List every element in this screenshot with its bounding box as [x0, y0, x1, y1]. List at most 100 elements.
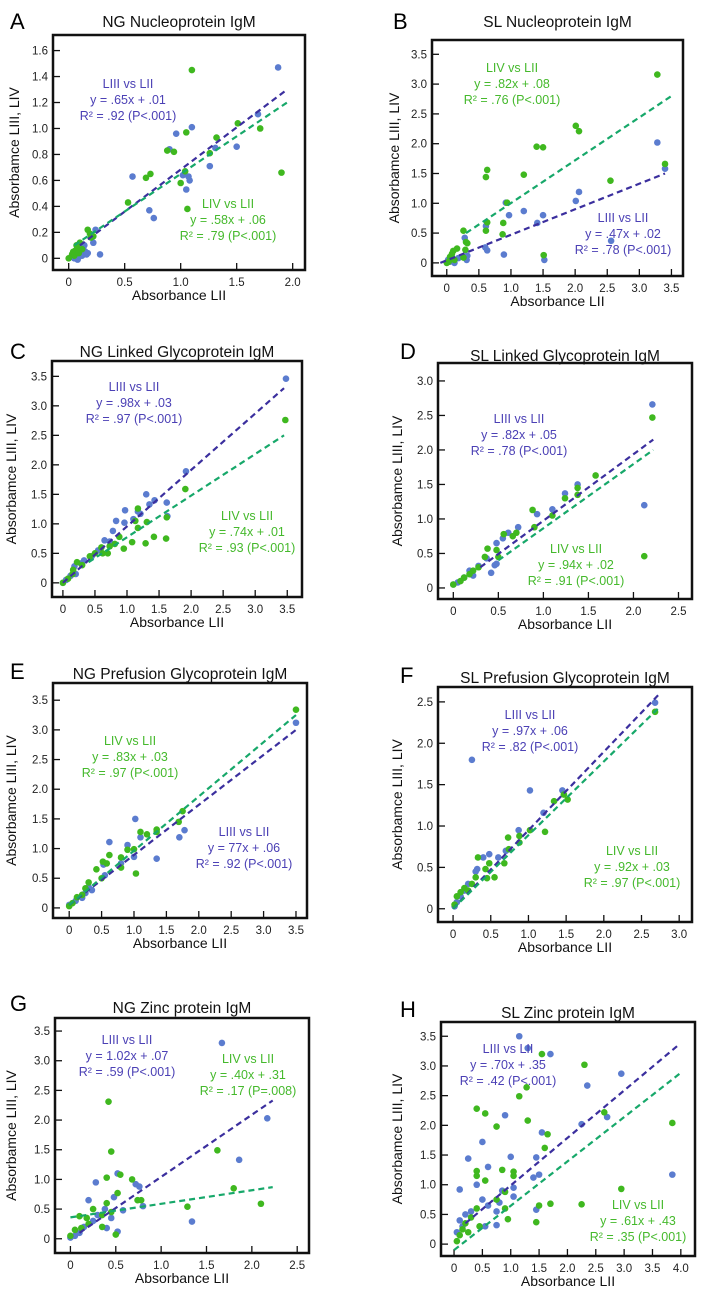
liii-data-point: [547, 1050, 554, 1058]
y-tick-label: 3.5: [420, 1031, 436, 1043]
liv-data-point: [120, 545, 128, 552]
liii-regression-annotation: y = 77x + .06: [208, 841, 280, 855]
liv-data-point: [481, 553, 489, 561]
liii-regression-annotation: y = .82x + .05: [481, 428, 557, 442]
x-tick-label: 2.5: [223, 925, 239, 937]
liii-data-point: [85, 1196, 92, 1204]
y-tick-label: 2.0: [411, 139, 427, 151]
liii-data-point: [484, 1163, 492, 1171]
liii-data-point: [218, 1039, 226, 1047]
liii-data-point: [233, 143, 240, 150]
liv-data-point: [473, 1167, 481, 1175]
liii-data-point: [90, 239, 97, 247]
x-tick-label: 1.5: [531, 1263, 547, 1275]
plot-frame: [51, 33, 307, 272]
liii-data-point: [539, 211, 547, 219]
y-tick-label: 1.5: [34, 1145, 50, 1157]
liii-regression-annotation: LIII vs LII: [598, 211, 649, 225]
liv-data-point: [482, 173, 490, 181]
liii-regression-annotation: R² = .92 (P<.001): [80, 109, 177, 123]
y-tick-label: 1.0: [417, 821, 433, 833]
liv-fit-line: [87, 434, 285, 564]
liii-data-point: [188, 123, 196, 131]
liv-data-point: [535, 1202, 543, 1209]
liii-data-point: [146, 206, 153, 214]
liv-data-point: [103, 1199, 111, 1207]
chart-title: SL Nucleoprotein IgM: [483, 14, 631, 31]
liv-data-point: [137, 1196, 145, 1204]
x-tick-label: 1.0: [153, 1260, 169, 1272]
liv-data-point: [106, 851, 113, 859]
liii-data-point: [109, 527, 117, 535]
liii-data-point: [549, 505, 556, 513]
liv-regression-annotation: y = .83x + .03: [92, 750, 168, 764]
liii-regression-annotation: y = .47x + .02: [585, 227, 661, 241]
liii-data-point: [526, 787, 534, 794]
liv-data-point: [550, 797, 558, 805]
liii-data-point: [186, 177, 193, 184]
liv-data-point: [544, 1130, 551, 1138]
liii-data-point: [121, 519, 128, 526]
liv-data-point: [177, 179, 184, 187]
liv-data-point: [501, 859, 508, 867]
liii-data-point: [172, 130, 180, 137]
liv-data-point: [532, 1218, 540, 1226]
liii-data-point: [124, 841, 131, 849]
x-tick-label: 3.0: [631, 283, 647, 295]
liii-data-point: [206, 162, 214, 170]
liv-data-point: [473, 1172, 481, 1180]
liv-data-point: [147, 170, 154, 178]
y-tick-label: 0.5: [417, 548, 433, 560]
liii-data-point: [493, 1208, 500, 1215]
y-tick-label: 0.5: [31, 548, 47, 560]
x-tick-label: 3.5: [288, 925, 304, 937]
liii-data-point: [181, 826, 188, 834]
y-tick-label: 2.5: [411, 109, 427, 121]
liv-data-point: [575, 127, 583, 135]
liii-data-point: [136, 1183, 143, 1190]
x-tick-label: 0.5: [94, 925, 110, 937]
liv-data-point: [499, 219, 507, 227]
panel-letter: E: [10, 659, 25, 684]
liii-data-point: [514, 523, 522, 531]
liii-data-point: [500, 251, 508, 258]
x-axis-label: Absorbance LII: [518, 616, 612, 632]
liv-data-point: [541, 1144, 549, 1152]
liii-data-point: [524, 1044, 532, 1052]
liii-data-point: [101, 537, 108, 544]
y-tick-label: 1.2: [32, 98, 48, 110]
liv-data-point: [143, 831, 151, 838]
y-tick-label: 2.0: [417, 445, 433, 457]
liv-data-point: [234, 119, 242, 127]
liv-data-point: [179, 807, 186, 815]
liv-data-point: [106, 542, 113, 550]
liii-data-point: [607, 237, 615, 245]
plot-frame: [436, 361, 694, 601]
liii-data-point: [137, 833, 144, 841]
liv-data-point: [493, 546, 500, 554]
liv-data-point: [581, 1061, 588, 1069]
y-tick-label: 0: [41, 578, 47, 590]
liv-data-point: [466, 570, 473, 578]
liii-data-point: [263, 1114, 271, 1122]
liv-data-point: [124, 846, 131, 854]
x-tick-label: 2.0: [567, 283, 583, 295]
chart-title: NG Prefusion Glycoprotein IgM: [73, 666, 288, 683]
liii-data-point: [487, 569, 495, 577]
liv-data-point: [89, 1205, 97, 1213]
liv-regression-annotation: R² = .17 (P=.008): [200, 1084, 297, 1098]
x-tick-label: 0.5: [483, 929, 499, 941]
liv-data-point: [175, 818, 183, 826]
liii-regression-annotation: LIII vs LII: [505, 708, 556, 722]
liii-data-point: [473, 1181, 481, 1189]
liv-data-point: [473, 1205, 481, 1212]
plot-frame: [436, 685, 694, 924]
liii-data-point: [479, 1138, 486, 1146]
y-tick-label: 2.0: [420, 1120, 436, 1132]
liii-data-point: [494, 854, 502, 861]
y-tick-label: 3.5: [32, 695, 48, 707]
liv-data-point: [150, 533, 158, 541]
liii-data-point: [510, 1193, 517, 1200]
panel-letter: B: [393, 9, 408, 34]
liv-data-point: [541, 828, 549, 836]
